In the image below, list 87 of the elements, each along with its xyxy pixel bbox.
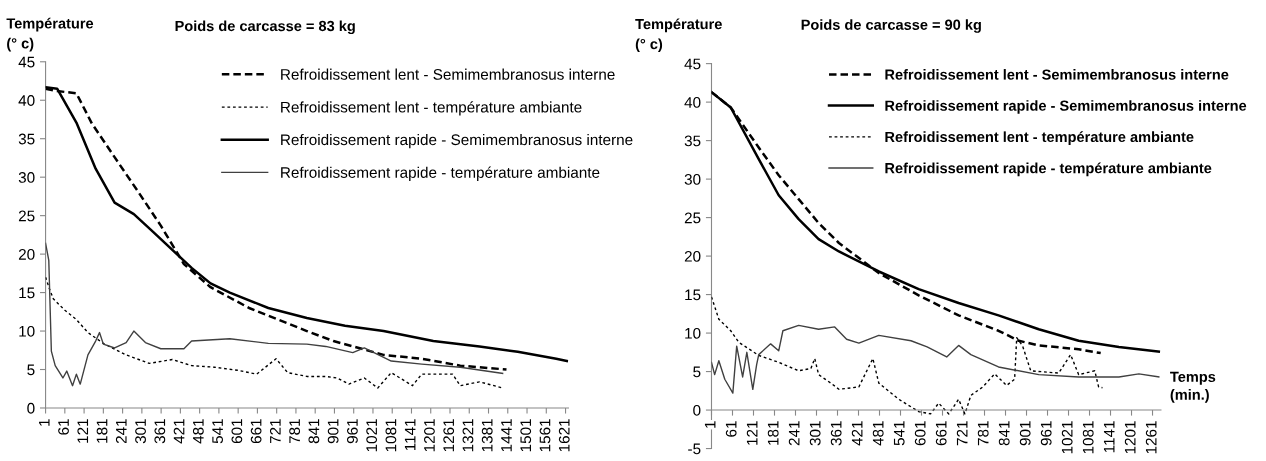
y-tick-label: 40 (18, 95, 35, 106)
y-tick-label: 5 (27, 364, 35, 376)
legend-label: Refroidissement lent - Semimembranosus interne (885, 69, 1229, 80)
x-tick-label: 1021 (1061, 421, 1073, 454)
y-tick-label: 45 (684, 58, 701, 70)
x-tick-label: 841 (998, 421, 1010, 446)
x-tick-label: 361 (830, 421, 842, 446)
chart-title: Poids de carcasse = 83 kg (175, 20, 355, 35)
x-tick-label: 601 (231, 419, 243, 444)
y-tick-label: 15 (685, 289, 701, 301)
x-tick-label: 1021 (366, 419, 378, 452)
x-tick-label: 61 (58, 419, 69, 435)
legend-label: Refroidissement lent - Semimembranosus interne (281, 68, 615, 80)
x-tick-label: 421 (851, 421, 863, 446)
y-tick-label: 10 (685, 327, 701, 339)
y-tick-label: 15 (19, 287, 35, 299)
y-tick-label: 10 (19, 325, 35, 337)
x-tick-label: 361 (154, 419, 166, 444)
y-tick-label: 25 (684, 212, 701, 224)
x-tick-label: 781 (977, 421, 989, 446)
x-tick-label: 481 (192, 419, 204, 444)
x-tick-label: 1 (39, 419, 50, 426)
x-tick-label: 61 (725, 421, 737, 437)
x-tick-label: 1081 (385, 419, 397, 452)
x-tick-label: 121 (746, 421, 758, 445)
x-tick-label: 841 (308, 419, 320, 444)
y-tick-label: -5 (688, 443, 701, 455)
x-tick-label: 721 (956, 421, 968, 446)
x-tick-label: 961 (1040, 421, 1052, 446)
x-tick-label: 1201 (424, 419, 435, 452)
x-tick-label: 1261 (1145, 421, 1157, 454)
x-tick-label: 901 (1019, 421, 1031, 446)
x-tick-label: 1201 (1124, 421, 1136, 454)
x-tick-label: 121 (77, 419, 89, 443)
y-tick-label: 25 (18, 210, 35, 222)
x-tick-label: 241 (115, 419, 127, 444)
x-tick-label: 181 (767, 421, 779, 445)
x-tick-label: 241 (788, 421, 800, 446)
y-axis-title: Température (° c) (6, 17, 94, 52)
y-tick-label: 40 (684, 96, 701, 108)
x-tick-label: 1321 (462, 419, 474, 452)
legend-label: Refroidissement rapide - température ambiante (281, 166, 600, 181)
legend-label: Refroidissement lent - température ambiante (885, 131, 1194, 145)
x-tick-label: 1261 (443, 419, 455, 452)
x-tick-label: 421 (173, 419, 185, 444)
x-tick-label: 961 (346, 419, 358, 444)
line-series (711, 324, 1160, 394)
x-tick-label: 1621 (558, 419, 570, 452)
x-tick-label: 1141 (404, 419, 416, 451)
line-series (45, 276, 504, 389)
x-axis-title: Temps (min.) (1170, 371, 1216, 403)
legend-label: Refroidissement rapide - Semimembranosus interne (281, 133, 633, 149)
y-tick-label: 0 (27, 402, 35, 414)
x-tick-label: 1441 (501, 419, 512, 452)
y-tick-label: 20 (18, 248, 35, 260)
legend-label: Refroidissement rapide - Semimembranosus interne (885, 100, 1247, 114)
y-tick-label: 30 (18, 172, 35, 183)
x-tick-label: 301 (809, 421, 821, 446)
y-tick-label: 45 (18, 56, 35, 68)
x-tick-label: 181 (96, 419, 108, 443)
y-tick-label: 35 (18, 133, 35, 145)
y-tick-label: 30 (684, 173, 701, 185)
x-tick-label: 481 (872, 421, 884, 446)
x-tick-label: 1381 (481, 419, 493, 452)
x-tick-label: 1 (704, 421, 716, 428)
x-tick-label: 721 (269, 419, 281, 444)
y-tick-label: 20 (684, 250, 701, 262)
y-tick-label: 35 (684, 135, 701, 147)
line-series (45, 242, 504, 387)
x-tick-label: 541 (893, 421, 905, 446)
x-tick-label: 901 (327, 419, 339, 444)
x-tick-label: 661 (935, 421, 947, 446)
x-tick-label: 1501 (520, 419, 532, 452)
x-tick-label: 301 (135, 419, 146, 444)
x-tick-label: 1081 (1082, 421, 1094, 454)
legend-label: Refroidissement rapide - température ambiante (885, 162, 1212, 177)
x-tick-label: 1561 (539, 419, 551, 452)
chart-title: Poids de carcasse = 90 kg (801, 19, 981, 33)
x-tick-label: 781 (289, 419, 301, 444)
y-tick-label: 0 (693, 404, 701, 416)
y-axis-title: Température (° c) (635, 18, 722, 53)
x-tick-label: 661 (250, 419, 262, 444)
y-tick-label: 5 (693, 366, 701, 378)
x-tick-label: 541 (212, 419, 223, 444)
x-tick-label: 1141 (1103, 421, 1115, 453)
legend-label: Refroidissement lent - température ambiante (281, 101, 582, 116)
x-tick-label: 601 (914, 421, 926, 446)
